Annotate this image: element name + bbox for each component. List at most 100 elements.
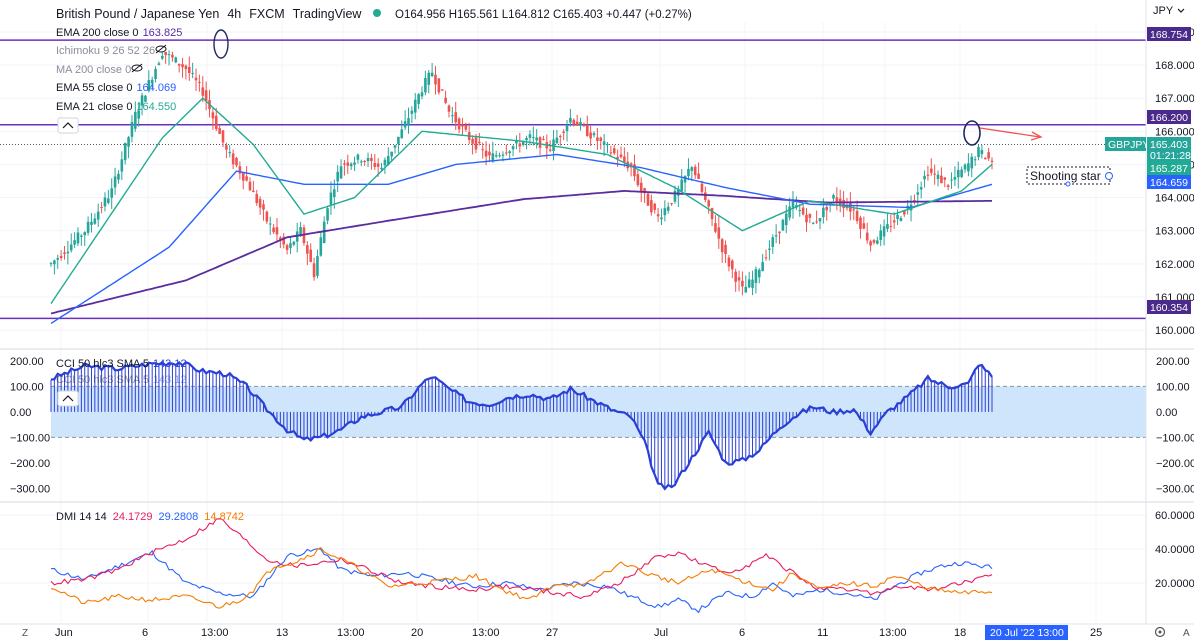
candle-body [289, 243, 292, 248]
candle-body [69, 244, 73, 251]
shooting-star-label[interactable]: Shooting star [1026, 166, 1113, 187]
candle-body [123, 142, 127, 161]
candle-body [575, 121, 579, 126]
dmi-line-di[interactable] [50, 548, 993, 614]
candle-body [963, 164, 967, 170]
candle-body [80, 235, 83, 237]
svg-text:160.354: 160.354 [1150, 302, 1188, 314]
candle-body [532, 137, 535, 139]
currency-label[interactable]: JPY [1153, 5, 1174, 17]
eye-crossed-icon[interactable] [131, 63, 143, 73]
legend-ichimoku[interactable]: Ichimoku 9 26 52 26 [56, 45, 155, 57]
candle-body [164, 51, 167, 56]
collapse-cci-button[interactable] [57, 390, 79, 407]
chart-title: British Pound / Japanese Yen 4h FXCM Tradin… [56, 7, 362, 21]
price-pane[interactable]: 160.000161.000162.000163.000164.000165.0… [0, 27, 1194, 337]
candle-body [184, 65, 188, 70]
eye-crossed-icon[interactable] [155, 44, 167, 54]
candle-body [447, 105, 451, 112]
ema200-line[interactable] [50, 189, 992, 315]
candle-body [822, 207, 825, 218]
candle-body [150, 79, 154, 84]
cci-tick-label-left: −100.00 [10, 432, 50, 444]
settings-gear-icon[interactable] [1154, 626, 1166, 638]
dmi-pane[interactable]: 60.0000 40.0000 20.0000 [50, 510, 1194, 614]
candle-body [933, 173, 936, 175]
legend-ema200[interactable]: EMA 200 close 0 163.825 [56, 27, 182, 39]
candle-body [899, 218, 903, 221]
candle-body [356, 154, 360, 160]
zoom-marker[interactable]: Z [22, 628, 28, 639]
candle-body [306, 245, 309, 254]
candle-body [511, 146, 515, 150]
time-tick-label: 13:00 [201, 627, 229, 639]
candle-body [505, 152, 508, 154]
candle-body [879, 230, 882, 240]
candle-body [680, 179, 684, 192]
candle-body [515, 140, 518, 144]
candle-body [86, 221, 90, 233]
candle-body [923, 175, 926, 180]
cci-line[interactable] [50, 361, 993, 491]
legend-ema21[interactable]: EMA 21 close 0 164.550 [56, 101, 176, 113]
candle-body [805, 214, 808, 223]
legend-dmi[interactable]: DMI 14 14 24.1729 29.2808 14.8742 [56, 511, 244, 523]
candle-body [147, 79, 151, 91]
candle-body [862, 223, 866, 229]
candle-body [646, 193, 650, 206]
candle-body [903, 210, 906, 215]
highlight-ellipse[interactable] [213, 29, 229, 59]
highlight-ellipse[interactable] [963, 120, 981, 146]
dmi-tick-label: 60.0000 [1155, 510, 1194, 522]
dmi-line-adx[interactable] [50, 547, 993, 609]
collapse-legend-button[interactable] [57, 117, 79, 134]
candle-body [420, 92, 424, 97]
candle-body [693, 166, 697, 176]
time-tick-label: Jun [55, 627, 73, 639]
candle-body [781, 219, 785, 231]
chevron-down-icon[interactable] [1177, 8, 1185, 13]
handle-icon[interactable] [1105, 172, 1113, 180]
candle-body [744, 286, 748, 293]
candle-body [110, 188, 114, 198]
candle-body [825, 206, 829, 211]
legend-ema55[interactable]: EMA 55 close 0 164.069 [56, 82, 176, 94]
candle-body [970, 156, 974, 169]
candle-body [299, 227, 302, 237]
candle-body [653, 203, 657, 210]
tag-ema55: 164.659 [1147, 175, 1191, 189]
candle-body [96, 211, 100, 220]
candle-body [225, 145, 228, 150]
trend-arrow[interactable] [979, 127, 1041, 138]
candle-body [865, 232, 869, 241]
candle-body [788, 206, 791, 218]
candle-body [990, 160, 994, 162]
candle-body [140, 95, 144, 106]
ema21-line[interactable] [50, 97, 993, 304]
svg-text:164.659: 164.659 [1150, 177, 1188, 189]
candle-body [130, 121, 134, 137]
candle-body [886, 224, 889, 229]
candle-body [386, 156, 390, 165]
candle-body [774, 235, 778, 237]
candle-body [616, 156, 619, 159]
candle-body [956, 170, 960, 178]
candle-body [697, 173, 700, 179]
candle-body [248, 181, 252, 191]
candle-body [403, 121, 407, 128]
legend-ma200[interactable]: MA 200 close 0 [56, 64, 131, 76]
candle-body [265, 211, 269, 222]
candle-body [842, 200, 845, 209]
candle-body [612, 148, 616, 154]
auto-scale-marker[interactable]: A [1183, 628, 1190, 639]
candle-body [346, 162, 350, 166]
legend-cci[interactable]: CCI 50 hlc3 SMA 5 143.12 [56, 358, 187, 370]
candle-body [606, 144, 609, 146]
candle-body [488, 151, 491, 156]
dmi-line-di[interactable] [50, 518, 993, 600]
candle-body [359, 161, 363, 163]
candle-body [619, 154, 623, 158]
candle-body [417, 94, 420, 104]
handle-icon[interactable] [1065, 181, 1071, 187]
